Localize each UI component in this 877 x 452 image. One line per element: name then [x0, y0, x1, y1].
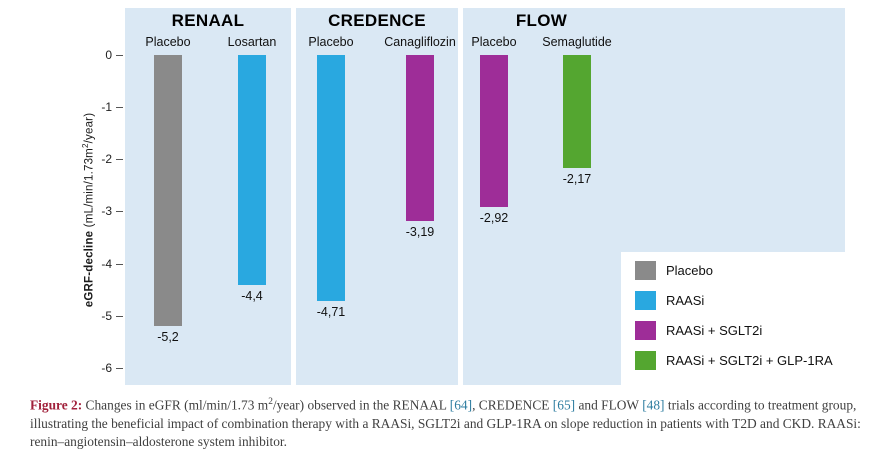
- bar-credence-canagliflozin: [406, 55, 434, 221]
- bar-value: -4,71: [316, 305, 346, 319]
- citation-link-65[interactable]: [65]: [552, 397, 576, 413]
- caption-text-5: trials according to treatment group, ill…: [30, 397, 861, 450]
- y-tick-label-1: -1: [101, 100, 112, 114]
- legend-swatch-raasi-sglt2i: [635, 321, 656, 340]
- bar-column-flow-placebo: Placebo -2,92: [448, 34, 540, 225]
- y-tick-mark: [116, 211, 123, 212]
- legend-swatch-raasi-sglt2i-glp1ra: [635, 351, 656, 370]
- y-tick-label-0: 0: [105, 48, 112, 62]
- bar-renaal-losartan: [238, 55, 266, 285]
- trial-title-renaal: RENAAL: [171, 11, 245, 30]
- bar-value: -2,92: [479, 211, 509, 225]
- y-tick-mark: [116, 316, 123, 317]
- y-axis-unit-sup: 2: [80, 143, 90, 149]
- bar-value: -4,4: [241, 289, 263, 303]
- bar-column-credence-canagliflozin: Canagliflozin -3,19: [374, 34, 466, 239]
- legend-item-raasi-sglt2i: RAASi + SGLT2i: [635, 321, 845, 340]
- legend-label: RAASi: [666, 293, 705, 308]
- caption-text-3: , CREDENCE: [472, 397, 553, 413]
- y-axis-unit-post: /year): [83, 112, 96, 144]
- y-tick-label-2: -2: [101, 152, 112, 166]
- trial-title-flow: FLOW: [515, 11, 568, 30]
- y-tick-mark: [116, 264, 123, 265]
- bar-value: -5,2: [157, 330, 179, 344]
- legend-item-placebo: Placebo: [635, 261, 845, 280]
- legend: Placebo RAASi RAASi + SGLT2i RAASi + SGL…: [621, 252, 845, 385]
- y-tick-label-4: -4: [101, 257, 112, 271]
- y-tick-mark: [116, 159, 123, 160]
- bar-label: Placebo: [145, 35, 191, 49]
- figure-caption: Figure 2: Changes in eGFR (ml/min/1.73 m…: [30, 396, 863, 452]
- y-tick-mark: [116, 368, 123, 369]
- trial-title-credence: CREDENCE: [328, 11, 426, 30]
- figure-label: Figure 2:: [30, 397, 83, 413]
- y-tick-label-6: -6: [101, 361, 112, 375]
- bar-label: Losartan: [227, 35, 277, 49]
- y-tick-label-5: -5: [101, 309, 112, 323]
- y-tick-mark: [116, 107, 123, 108]
- bar-column-flow-semaglutide: Semaglutide -2,17: [531, 34, 623, 186]
- bar-value: -2,17: [562, 172, 592, 186]
- bar-label: Placebo: [471, 35, 517, 49]
- caption-text-2: /year) observed in the RENAAL: [272, 397, 450, 413]
- bar-flow-placebo: [480, 55, 508, 207]
- legend-item-raasi-sglt2i-glp1ra: RAASi + SGLT2i + GLP-1RA: [635, 351, 845, 370]
- caption-text-4: and FLOW: [575, 397, 643, 413]
- citation-link-48[interactable]: [48]: [642, 397, 665, 413]
- caption-superscript: 2: [268, 397, 273, 407]
- legend-label: Placebo: [666, 263, 713, 278]
- legend-swatch-placebo: [635, 261, 656, 280]
- bar-flow-semaglutide: [563, 55, 591, 168]
- bar-label: Semaglutide: [542, 35, 612, 49]
- bar-column-renaal-placebo: Placebo -5,2: [122, 34, 214, 344]
- y-tick-mark: [116, 55, 123, 56]
- y-tick-label-3: -3: [101, 204, 112, 218]
- legend-label: RAASi + SGLT2i + GLP-1RA: [666, 353, 833, 368]
- bar-column-renaal-losartan: Losartan -4,4: [206, 34, 298, 303]
- legend-label: RAASi + SGLT2i: [666, 323, 763, 338]
- bar-column-credence-placebo: Placebo -4,71: [285, 34, 377, 319]
- bar-label: Placebo: [308, 35, 354, 49]
- legend-item-raasi: RAASi: [635, 291, 845, 310]
- bar-value: -3,19: [405, 225, 435, 239]
- legend-swatch-raasi: [635, 291, 656, 310]
- bar-credence-placebo: [317, 55, 345, 301]
- citation-link-64[interactable]: [64]: [449, 397, 473, 413]
- bar-renaal-placebo: [154, 55, 182, 326]
- bar-label: Canagliflozin: [384, 35, 456, 49]
- caption-text-1: Changes in eGFR (ml/min/1.73 m: [82, 397, 269, 413]
